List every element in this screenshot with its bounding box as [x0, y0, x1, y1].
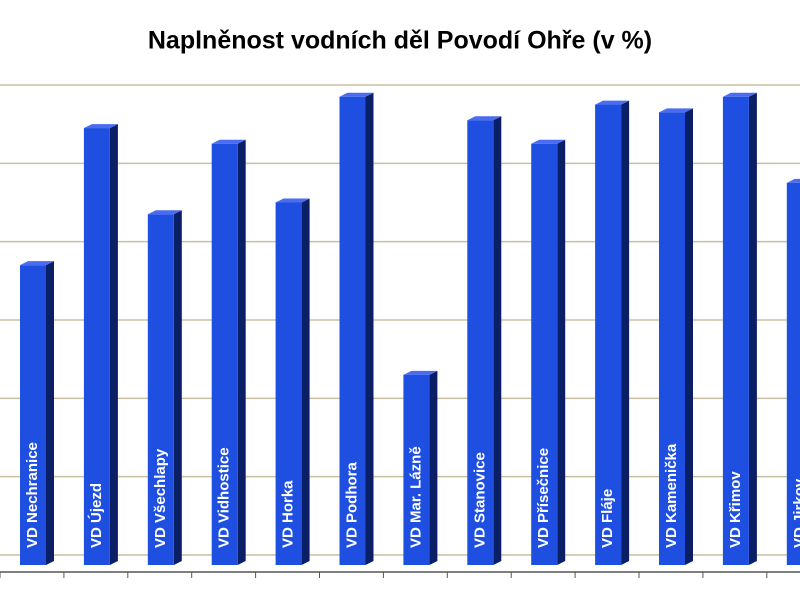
bar-top — [147, 210, 182, 215]
x-tick-label: VD Kamenička — [663, 443, 680, 548]
bar-top — [20, 261, 54, 266]
bar-top — [722, 92, 757, 97]
bar-side — [109, 124, 118, 565]
bar-side — [46, 261, 54, 565]
bar — [20, 265, 46, 565]
bar — [786, 182, 800, 565]
bar — [595, 104, 622, 565]
bar-side — [685, 108, 693, 566]
bar-top — [595, 100, 630, 105]
bar — [403, 374, 430, 565]
bar — [275, 202, 302, 565]
bar-side — [301, 198, 310, 565]
x-tick-label: VD Přísečnice — [535, 448, 552, 548]
x-tick-label: VD Fláje — [599, 489, 616, 548]
bar-side — [429, 370, 438, 565]
bar-top — [531, 139, 566, 144]
x-tick-label: VD Horka — [280, 480, 297, 548]
bar-side — [748, 92, 757, 565]
bar-side — [237, 139, 246, 565]
bar — [531, 143, 558, 565]
bar-side — [365, 92, 374, 565]
bar-top — [275, 198, 310, 203]
x-tick-label: VD Újezd — [87, 483, 105, 548]
x-tick-label: VD Nechranice — [24, 442, 41, 548]
bar — [722, 96, 749, 565]
bar-side — [557, 139, 566, 565]
bar-top — [786, 178, 800, 183]
bar-top — [467, 116, 502, 121]
bar — [147, 214, 174, 565]
bar — [83, 128, 110, 566]
bar — [211, 143, 238, 565]
x-tick-label: VD Stanovice — [471, 452, 488, 548]
x-tick-label: VD Jirkov — [791, 478, 800, 548]
chart-title: Naplněnost vodních děl Povodí Ohře (v %) — [148, 27, 652, 55]
x-tick-label: VD Mar. Lázně — [407, 446, 424, 548]
bar-top — [659, 108, 693, 113]
x-tick-label: VD Křimov — [727, 471, 744, 548]
bar — [467, 120, 494, 565]
bar-side — [621, 100, 630, 565]
bar-side — [493, 116, 502, 565]
bar — [339, 96, 366, 565]
x-tick-label: VD Vidhostice — [216, 447, 233, 548]
bar-top — [83, 124, 118, 129]
x-tick-label: VD Všechlapy — [152, 448, 169, 548]
bar-top — [211, 139, 246, 144]
bar-top — [403, 370, 438, 375]
bar-side — [173, 210, 182, 565]
bar-top — [339, 92, 374, 97]
bar — [659, 112, 685, 566]
x-tick-label: VD Podhora — [343, 462, 360, 548]
